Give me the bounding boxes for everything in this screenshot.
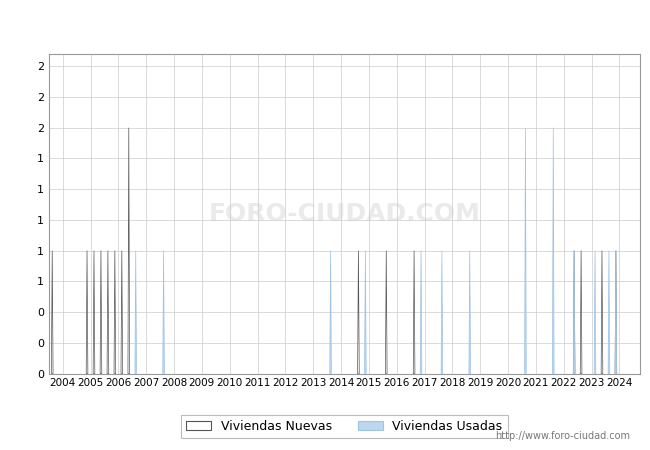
- Polygon shape: [469, 251, 471, 374]
- Polygon shape: [608, 251, 610, 374]
- Polygon shape: [573, 251, 575, 374]
- Polygon shape: [51, 251, 53, 374]
- Polygon shape: [330, 251, 332, 374]
- Text: FORO-CIUDAD.COM: FORO-CIUDAD.COM: [209, 202, 480, 226]
- Polygon shape: [594, 251, 596, 374]
- Polygon shape: [107, 251, 109, 374]
- Polygon shape: [128, 128, 129, 374]
- Legend: Viviendas Nuevas, Viviendas Usadas: Viviendas Nuevas, Viviendas Usadas: [181, 414, 508, 437]
- Polygon shape: [114, 251, 116, 374]
- Polygon shape: [100, 251, 102, 374]
- Polygon shape: [413, 251, 415, 374]
- Polygon shape: [162, 251, 164, 374]
- Polygon shape: [135, 251, 136, 374]
- Polygon shape: [573, 251, 575, 374]
- Polygon shape: [552, 128, 554, 374]
- Polygon shape: [86, 251, 88, 374]
- Polygon shape: [385, 251, 387, 374]
- Polygon shape: [441, 251, 443, 374]
- Polygon shape: [121, 251, 123, 374]
- Polygon shape: [365, 251, 366, 374]
- Text: Ibieca - Evolucion del Nº de Transacciones Inmobiliarias: Ibieca - Evolucion del Nº de Transaccion…: [112, 16, 538, 31]
- Polygon shape: [525, 128, 527, 374]
- Polygon shape: [420, 251, 422, 374]
- Polygon shape: [615, 251, 617, 374]
- Polygon shape: [615, 251, 617, 374]
- Polygon shape: [93, 251, 95, 374]
- Polygon shape: [358, 251, 359, 374]
- Polygon shape: [580, 251, 582, 374]
- Polygon shape: [601, 251, 603, 374]
- Text: http://www.foro-ciudad.com: http://www.foro-ciudad.com: [495, 431, 630, 441]
